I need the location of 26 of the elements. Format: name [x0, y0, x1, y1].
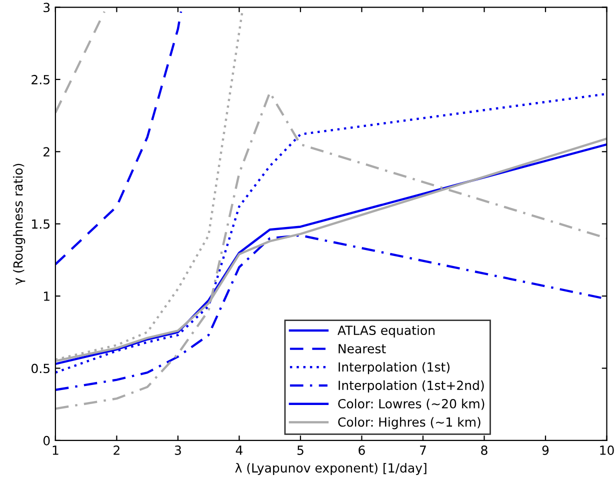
legend-label: Color: Lowres (~20 km) [338, 398, 484, 410]
y-tick-label: 2.5 [32, 74, 50, 84]
line-series [55, 10, 182, 266]
x-axis-title: λ (Lyapunov exponent) [1/day] [235, 462, 426, 476]
y-tick-label: 3 [44, 2, 50, 12]
legend-label: Nearest [338, 344, 386, 354]
y-tick-label: 0.5 [32, 364, 50, 374]
legend-label: Color: Highres (~1 km) [338, 417, 480, 430]
x-tick-label: 2 [114, 446, 120, 455]
x-tick-label: 5 [297, 446, 304, 455]
legend-label: Interpolation (1st+2nd) [338, 380, 484, 392]
x-tick-label: 4 [236, 446, 242, 455]
x-tick-label: 7 [420, 446, 426, 455]
x-tick-label: 3 [174, 446, 181, 455]
x-tick-label: 9 [542, 446, 549, 455]
legend-label: ATLAS equation [338, 325, 434, 338]
y-tick-label: 1 [44, 292, 50, 301]
legend-label: Interpolation (1st) [338, 362, 450, 374]
y-axis-title: γ (Roughness ratio) [13, 164, 26, 285]
x-tick-label: 1 [52, 446, 58, 455]
x-tick-label: 6 [358, 446, 365, 455]
x-tick-label: 10 [600, 446, 614, 455]
y-tick-label: 1.5 [32, 219, 50, 229]
y-tick-label: 0 [43, 436, 50, 446]
x-tick-label: 8 [481, 446, 488, 455]
y-tick-label: 2 [44, 147, 50, 156]
